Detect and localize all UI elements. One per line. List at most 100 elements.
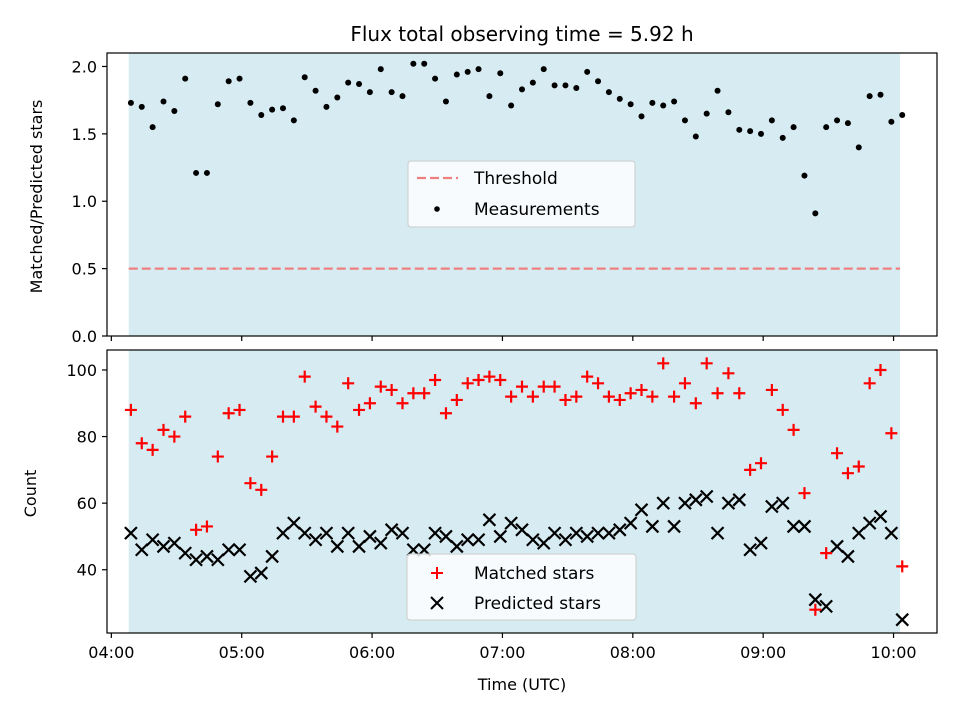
matched-stars-point <box>407 387 420 400</box>
measurement-point <box>834 117 841 124</box>
predicted-stars-point <box>775 496 790 510</box>
measurement-point <box>681 117 688 124</box>
x-tick-label: 05:00 <box>219 643 265 662</box>
matched-stars-point <box>765 383 778 396</box>
matched-stars-point <box>244 477 257 490</box>
measurement-point <box>823 124 830 131</box>
measurement-point <box>573 85 580 92</box>
measurement-point <box>334 94 341 101</box>
predicted-stars-point <box>265 549 279 564</box>
predicted-stars-point <box>460 532 475 547</box>
predicted-stars-point <box>156 539 171 554</box>
predicted-stars-point <box>384 523 399 537</box>
matched-stars-point <box>157 423 170 436</box>
bottom-axes-frame <box>106 349 938 634</box>
bottom-y-axis-label: Count <box>21 470 40 518</box>
matched-stars-point <box>722 367 735 380</box>
measurement-point <box>671 98 678 105</box>
matched-stars-point <box>429 373 442 386</box>
predicted-stars-point <box>797 519 812 534</box>
legend-threshold-label: Threshold <box>473 169 558 189</box>
predicted-stars-point <box>884 526 899 540</box>
measurement-point <box>692 133 699 140</box>
measurement-point <box>638 113 645 120</box>
predicted-stars-point <box>862 516 877 530</box>
y-tick-label: 40 <box>77 561 97 580</box>
matched-stars-point <box>744 463 757 476</box>
predicted-stars-point <box>754 536 768 550</box>
matched-stars-point <box>700 357 713 370</box>
matched-stars-point <box>657 357 670 370</box>
predicted-stars-point <box>124 526 138 540</box>
measurement-point <box>323 103 330 110</box>
predicted-stars-point <box>450 539 464 554</box>
matched-stars-point <box>516 380 528 393</box>
predicted-stars-point <box>439 529 453 544</box>
predicted-stars-point <box>471 532 486 547</box>
top-panel: 0.00.51.01.52.0 Matched/Predicted stars … <box>27 52 938 346</box>
measurement-point <box>138 103 145 110</box>
predicted-stars-point <box>786 519 801 534</box>
chart-title: Flux total observing time = 5.92 h <box>350 22 693 46</box>
matched-stars-point <box>483 370 496 383</box>
matched-stars-point <box>646 390 659 403</box>
matched-stars-point <box>581 370 594 383</box>
predicted-stars-point <box>189 552 203 567</box>
predicted-stars-point <box>819 599 833 614</box>
predicted-stars-point <box>363 529 377 544</box>
legend-matched-label: Matched stars <box>474 564 594 584</box>
matched-stars-point <box>592 377 605 390</box>
predicted-stars-point <box>482 513 497 527</box>
matched-stars-point <box>320 410 333 423</box>
predicted-stars-point <box>895 612 910 627</box>
x-tick-label: 09:00 <box>740 643 786 662</box>
predicted-stars-series <box>124 489 910 627</box>
measurement-point <box>899 111 906 118</box>
measurement-point <box>475 66 482 73</box>
predicted-stars-point <box>167 536 182 550</box>
measurement-point <box>529 79 536 86</box>
top-x-axis-ticks <box>110 336 895 341</box>
measurement-point <box>258 111 265 118</box>
measurement-point <box>888 118 895 125</box>
top-legend-box <box>407 160 636 228</box>
measurement-point <box>801 172 808 179</box>
matched-stars-point <box>353 403 366 416</box>
predicted-stars-point <box>200 549 214 564</box>
x-tick-label: 08:00 <box>610 643 656 662</box>
predicted-stars-point <box>232 542 247 557</box>
predicted-stars-point <box>699 489 714 504</box>
matched-stars-point <box>450 393 463 406</box>
measurement-point <box>149 124 156 131</box>
measurement-point <box>779 134 786 141</box>
matched-stars-point <box>776 403 789 416</box>
matched-stars-point <box>689 397 702 410</box>
x-tick-label: 10:00 <box>870 643 916 662</box>
predicted-stars-point <box>667 519 681 534</box>
measurement-point <box>649 99 656 106</box>
matched-stars-point <box>559 393 572 406</box>
y-tick-label: 1.5 <box>72 125 97 144</box>
matched-stars-point <box>809 603 822 616</box>
measurements-series <box>127 60 906 217</box>
matched-stars-point <box>385 383 398 396</box>
matched-stars-point <box>526 390 539 403</box>
predicted-stars-point <box>710 526 725 540</box>
y-tick-label: 60 <box>77 494 97 513</box>
measurement-point <box>182 75 189 82</box>
predicted-stars-point <box>721 496 736 510</box>
matched-stars-point <box>635 383 648 396</box>
matched-stars-point <box>342 377 355 390</box>
predicted-stars-point <box>873 509 888 524</box>
legend-measurements-swatch <box>434 206 440 212</box>
y-tick-label: 0.5 <box>72 260 97 279</box>
matched-stars-point <box>711 387 724 400</box>
predicted-stars-point <box>373 536 388 550</box>
predicted-stars-point <box>732 493 747 507</box>
measurement-point <box>605 89 612 96</box>
matched-stars-point <box>396 397 409 410</box>
matched-stars-point <box>200 520 213 533</box>
matched-stars-point <box>331 420 344 433</box>
matched-stars-point <box>678 377 691 390</box>
